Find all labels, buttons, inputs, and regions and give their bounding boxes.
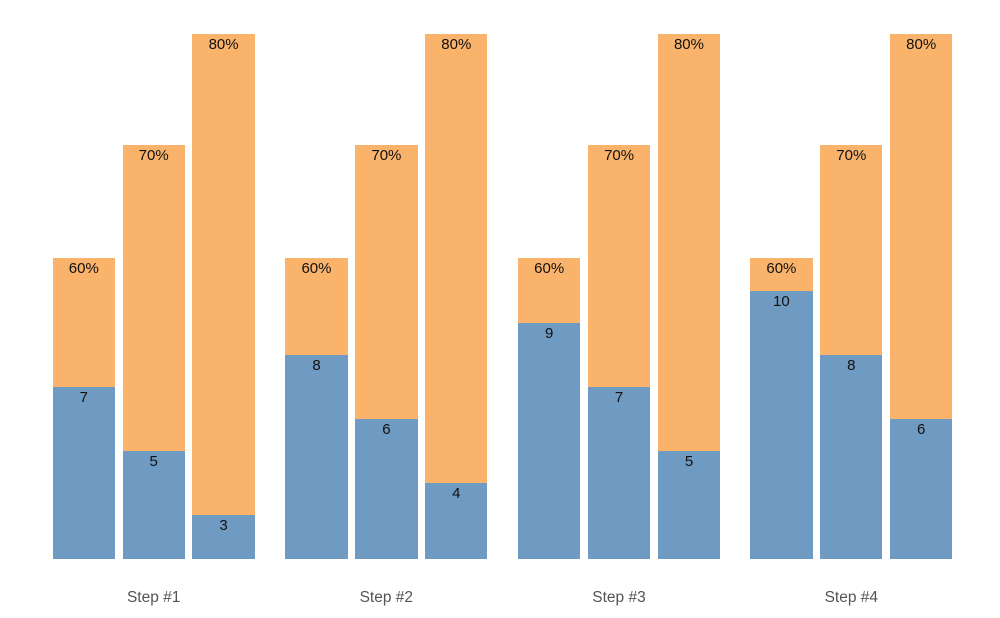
bar-segment-blue [890, 419, 953, 559]
bar-segment-orange [750, 258, 813, 291]
bar-segment-orange [122, 145, 185, 451]
bar-segment-blue [518, 323, 581, 559]
bar-segment-orange [355, 145, 418, 419]
bar-segment-orange [587, 145, 651, 387]
bar-segment-blue [425, 483, 488, 559]
bar-segment-orange [425, 34, 488, 483]
bar-segment-orange [518, 258, 581, 323]
bar-segment-orange [890, 34, 953, 419]
bar-segment-blue [750, 291, 813, 559]
bar-segment-blue [657, 451, 721, 559]
x-axis-label-step-3: Step #3 [592, 589, 646, 606]
bar-segment-orange [657, 34, 721, 451]
bar-segment-blue [355, 419, 418, 559]
bar-segment-blue [192, 515, 255, 559]
bar-segment-blue [52, 387, 115, 559]
bar-segment-blue [122, 451, 185, 559]
bar-segment-blue [587, 387, 651, 559]
x-axis-label-step-1: Step #1 [126, 589, 181, 606]
bar-segment-orange [285, 258, 348, 355]
bar-segment-orange [820, 145, 883, 355]
bar-segment-blue [820, 355, 883, 559]
bar-segment-orange [52, 258, 115, 387]
bar-segment-blue [285, 355, 348, 559]
x-axis-label-step-2: Step #2 [359, 589, 414, 606]
x-axis-label-step-4: Step #4 [824, 589, 879, 606]
bar-segment-orange [192, 34, 255, 515]
